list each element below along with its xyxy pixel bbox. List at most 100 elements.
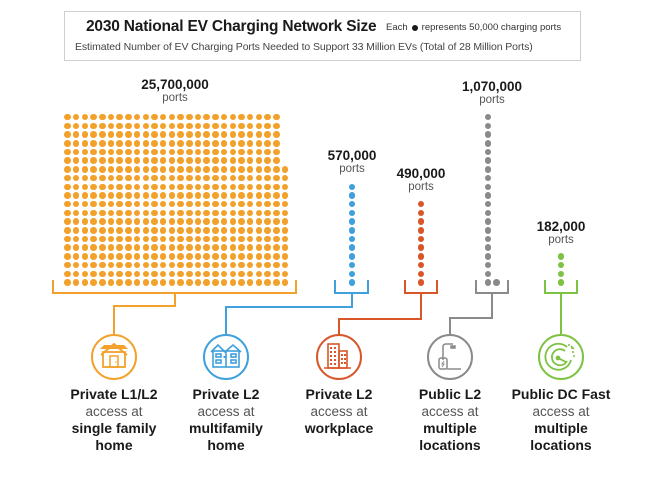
- data-dot: [72, 140, 80, 147]
- data-dot: [64, 279, 71, 286]
- data-dot: [484, 140, 492, 147]
- data-dot: [194, 253, 202, 260]
- data-dot: [151, 157, 158, 164]
- data-dot: [116, 148, 123, 156]
- data-dot: [255, 131, 263, 138]
- category-location: multiple: [423, 420, 477, 436]
- data-dot: [133, 253, 141, 260]
- data-dot: [238, 261, 245, 269]
- data-dot: [212, 131, 219, 138]
- value-unit: ports: [339, 163, 365, 175]
- data-dot: [159, 183, 167, 191]
- data-dot: [107, 122, 115, 130]
- data-dot: [220, 148, 228, 156]
- data-dot: [81, 183, 89, 191]
- data-dot: [133, 235, 141, 243]
- data-dot: [168, 183, 176, 191]
- data-dot: [64, 166, 71, 173]
- data-dot: [90, 174, 97, 182]
- data-dot: [99, 279, 106, 286]
- data-dot: [264, 200, 271, 208]
- data-dot: [159, 209, 167, 217]
- data-dot: [220, 166, 228, 173]
- data-dot: [246, 122, 254, 130]
- data-dot: [212, 113, 219, 121]
- data-dot: [229, 157, 237, 164]
- data-dot: [264, 235, 271, 243]
- data-dot: [107, 279, 115, 286]
- data-dot: [264, 122, 271, 130]
- category-location: single family: [71, 420, 157, 436]
- data-dot: [348, 270, 356, 278]
- data-dot: [81, 122, 89, 130]
- data-dot: [116, 157, 123, 164]
- data-dot: [220, 200, 228, 208]
- data-dot: [264, 218, 271, 225]
- data-dot: [238, 253, 245, 260]
- fast-charge-gauge-icon: [538, 334, 584, 380]
- data-dot: [64, 244, 71, 251]
- data-dot: [151, 131, 158, 138]
- data-dot: [484, 113, 492, 121]
- data-dot: [255, 113, 263, 121]
- data-dot: [255, 227, 263, 234]
- data-dot: [116, 200, 123, 208]
- data-dot: [168, 113, 176, 121]
- data-dot: [116, 122, 123, 130]
- value-amount: 570,000: [327, 148, 377, 163]
- data-dot: [220, 218, 228, 225]
- data-dot: [64, 235, 71, 243]
- data-dot: [142, 113, 150, 121]
- data-dot: [212, 122, 219, 130]
- data-dot: [64, 270, 71, 278]
- data-dot: [220, 270, 228, 278]
- apartment-building-icon: [203, 334, 249, 380]
- data-dot: [107, 244, 115, 251]
- data-dot: [107, 261, 115, 269]
- data-dot: [90, 209, 97, 217]
- data-dot: [168, 200, 176, 208]
- category-label-private-l1-l2: Private L1/L2 access at single family ho…: [49, 386, 179, 454]
- data-dot: [417, 209, 425, 217]
- data-dot: [159, 192, 167, 199]
- data-dot: [81, 227, 89, 234]
- data-dot: [229, 140, 237, 147]
- data-dot: [220, 113, 228, 121]
- value-amount: 25,700,000: [141, 77, 209, 92]
- data-dot: [255, 200, 263, 208]
- data-dot: [72, 192, 80, 199]
- data-dot: [133, 279, 141, 286]
- data-dot: [484, 279, 492, 286]
- data-dot: [177, 218, 184, 225]
- data-dot: [81, 261, 89, 269]
- data-dot: [203, 140, 210, 147]
- data-dot: [99, 157, 106, 164]
- data-dot: [229, 253, 237, 260]
- data-dot: [99, 174, 106, 182]
- data-dot: [212, 244, 219, 251]
- data-dot: [281, 227, 289, 234]
- data-dot: [168, 253, 176, 260]
- data-dot: [125, 218, 132, 225]
- data-dot: [168, 157, 176, 164]
- value-unit: ports: [479, 94, 505, 106]
- data-dot: [159, 253, 167, 260]
- data-dot: [142, 235, 150, 243]
- data-dot: [168, 209, 176, 217]
- data-dot: [159, 218, 167, 225]
- data-dot: [212, 140, 219, 147]
- data-dot: [107, 140, 115, 147]
- data-dot: [186, 227, 193, 234]
- data-dot: [273, 157, 280, 164]
- data-dot: [90, 140, 97, 147]
- data-dot: [151, 140, 158, 147]
- data-dot: [203, 279, 210, 286]
- data-dot: [177, 261, 184, 269]
- data-dot: [229, 113, 237, 121]
- data-dot: [177, 227, 184, 234]
- category-label-public-dc-fast: Public DC Fast access at multiple locati…: [496, 386, 626, 454]
- chart-subtitle: Estimated Number of EV Charging Ports Ne…: [75, 41, 533, 53]
- data-dot: [194, 113, 202, 121]
- data-dot: [151, 270, 158, 278]
- data-dot: [273, 235, 280, 243]
